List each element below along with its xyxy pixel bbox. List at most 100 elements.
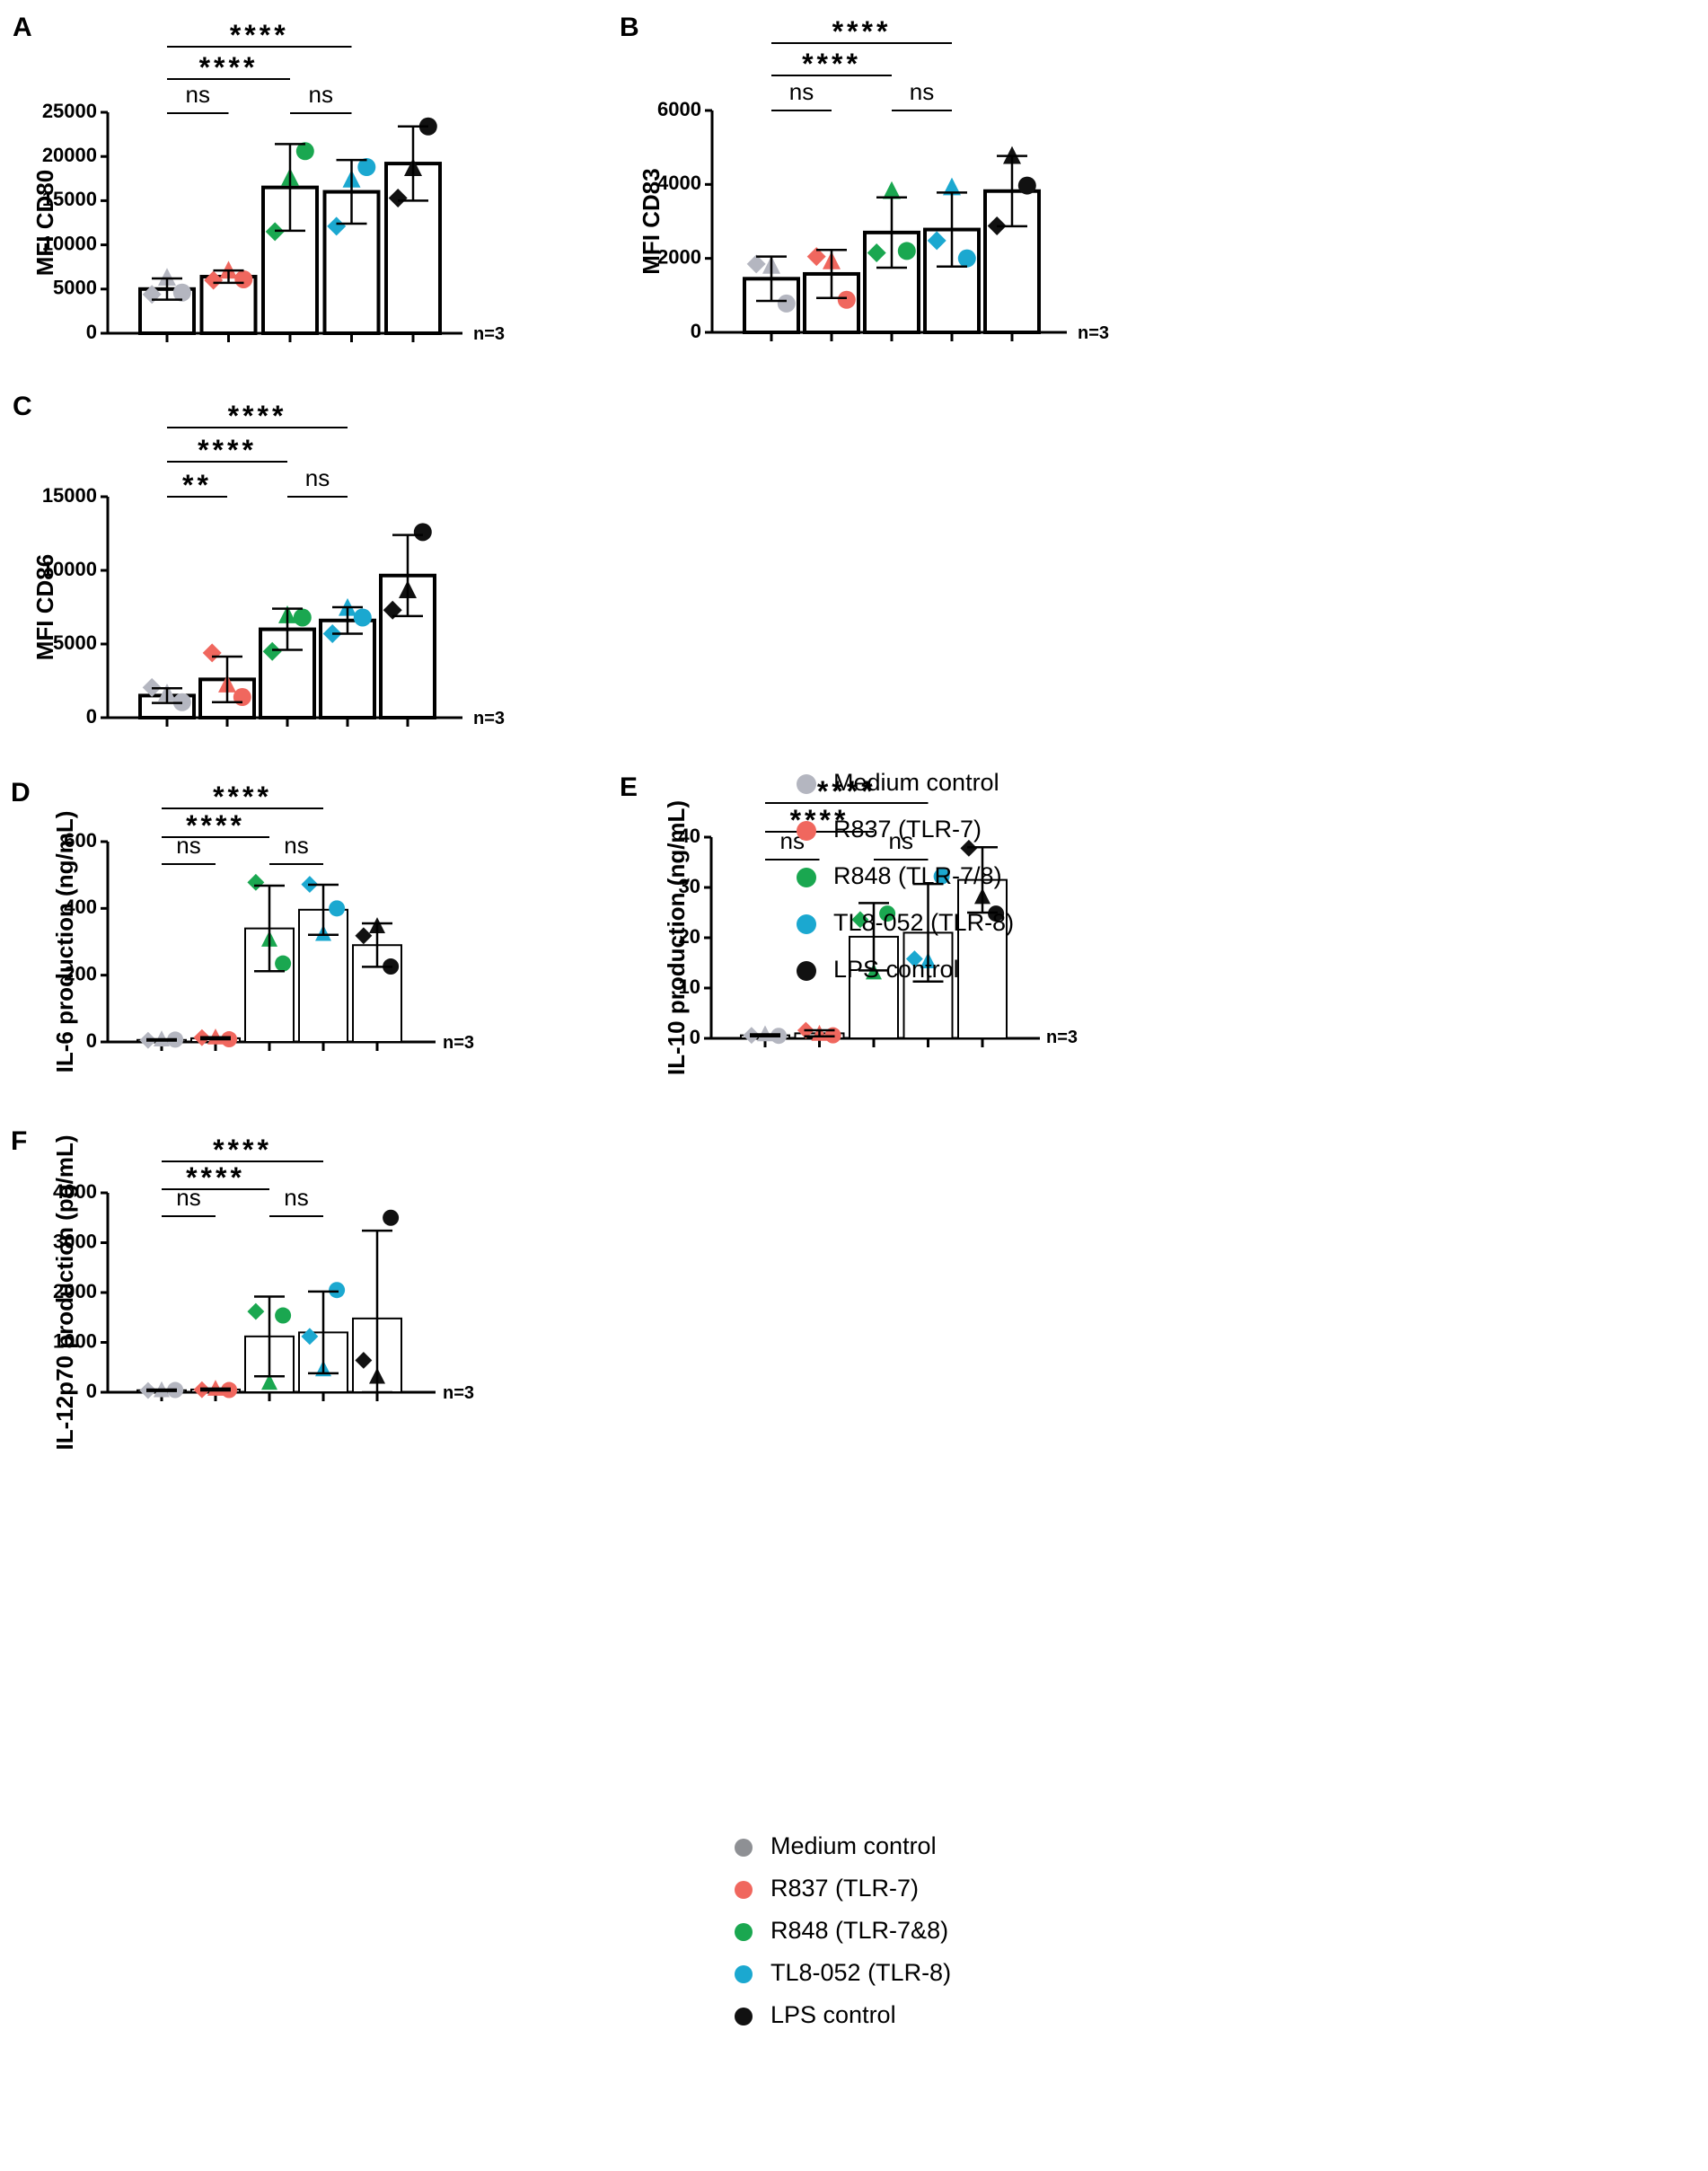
legend-marker (797, 821, 816, 841)
y-axis-label: IL-10 production (ng/mL) (663, 800, 690, 1075)
data-point (355, 927, 373, 945)
legend-marker (735, 1923, 753, 1941)
data-point (295, 142, 314, 161)
legend-label: Medium control (833, 769, 999, 796)
data-point (413, 523, 432, 542)
significance-label: **** (802, 48, 861, 80)
data-point (158, 268, 176, 286)
legend-marker (797, 774, 816, 794)
data-point (293, 608, 312, 627)
y-tick-label: 5000 (53, 631, 97, 654)
legend-marker (797, 914, 816, 934)
y-tick-label: 3000 (53, 1230, 97, 1252)
panel-letter: A (13, 13, 32, 42)
data-point (806, 247, 826, 267)
y-tick-label: 40 (679, 825, 700, 847)
y-tick-label: 0 (86, 1380, 97, 1402)
significance-label: ns (789, 78, 814, 105)
data-point (927, 231, 946, 251)
significance-label: ns (889, 827, 913, 854)
significance-label: ns (309, 81, 333, 108)
legend-label: R837 (TLR-7) (770, 1875, 919, 1902)
significance-label: **** (186, 1161, 245, 1194)
data-point (383, 1209, 400, 1226)
legend-label: R837 (TLR-7) (833, 816, 982, 843)
legend-item: R837 (TLR-7) (735, 1875, 919, 1902)
y-tick-label: 0 (691, 320, 701, 342)
legend-marker (735, 1881, 753, 1899)
y-tick-label: 10000 (42, 558, 97, 580)
significance-label: ns (186, 81, 210, 108)
sample-size-note: n=3 (1046, 1028, 1078, 1047)
data-point (355, 1352, 373, 1369)
significance-label: ns (284, 832, 308, 859)
data-point (329, 900, 346, 917)
y-tick-label: 10000 (42, 232, 97, 254)
legend-item: R848 (TLR-7/8) (797, 862, 1002, 889)
y-tick-label: 10 (679, 975, 700, 998)
y-tick-label: 200 (64, 962, 97, 984)
legend-item: TL8-052 (TLR-8) (735, 1959, 951, 1986)
y-tick-label: 2000 (53, 1280, 97, 1302)
y-tick-label: 6000 (657, 98, 701, 120)
data-point (275, 955, 292, 972)
data-point (1017, 176, 1036, 195)
data-point (262, 641, 282, 661)
data-point (905, 950, 923, 967)
legend-item: Medium control (797, 769, 999, 796)
data-point (233, 688, 251, 707)
sample-size-note: n=3 (1078, 323, 1109, 343)
significance-label: **** (832, 15, 892, 48)
significance-label: ns (284, 1184, 308, 1211)
legend-item: Medium control (735, 1832, 937, 1859)
legend-marker (735, 2008, 753, 2025)
y-tick-label: 25000 (42, 100, 97, 122)
y-tick-label: 2000 (657, 245, 701, 268)
legend-label: TL8-052 (TLR-8) (770, 1959, 951, 1986)
y-axis-label: MFI CD86 (31, 554, 58, 660)
y-tick-label: 4000 (53, 1180, 97, 1203)
y-tick-label: 600 (64, 829, 97, 852)
panel-f: F IL-12p70 production (pg/mL) 0 1000 2000 300… (11, 1126, 474, 1451)
y-tick-label: 20000 (42, 144, 97, 166)
y-axis-label: IL-6 production (ng/mL) (51, 811, 78, 1073)
data-point (202, 643, 222, 663)
panel-c: C MFI CD86 0 5000 10000 15000 ** ns ******** n=3 (13, 392, 505, 728)
data-point (943, 177, 961, 196)
y-tick-label: 0 (86, 705, 97, 728)
y-tick-label: 0 (86, 321, 97, 343)
data-point (301, 1328, 319, 1346)
data-point (867, 243, 886, 262)
data-point (353, 608, 372, 627)
data-point (247, 1302, 265, 1320)
data-point (327, 216, 347, 236)
sample-size-note: n=3 (473, 324, 505, 344)
legend-marker (797, 961, 816, 981)
sample-size-note: n=3 (443, 1033, 474, 1053)
data-point (329, 1282, 346, 1299)
data-point (383, 600, 402, 620)
legend-item: LPS control (735, 2001, 896, 2028)
sample-size-note: n=3 (443, 1383, 474, 1403)
legend-item: R837 (TLR-7) (797, 816, 982, 843)
significance-label: ns (305, 464, 330, 491)
data-point (746, 254, 766, 274)
legend-label: Medium control (770, 1832, 937, 1859)
legend-top: Medium control R837 (TLR-7) R848 (TLR-7/8)… (797, 769, 1014, 983)
significance-label: ** (182, 469, 212, 501)
significance-label: **** (817, 775, 876, 808)
y-tick-label: 15000 (42, 188, 97, 210)
data-point (204, 270, 224, 290)
legend-label: LPS control (770, 2001, 896, 2028)
significance-label: **** (228, 400, 287, 432)
data-point (261, 1373, 277, 1390)
legend-marker (735, 1839, 753, 1857)
data-point (851, 911, 869, 929)
data-point (247, 873, 265, 891)
panel-letter: E (620, 772, 638, 802)
data-point (388, 188, 408, 207)
